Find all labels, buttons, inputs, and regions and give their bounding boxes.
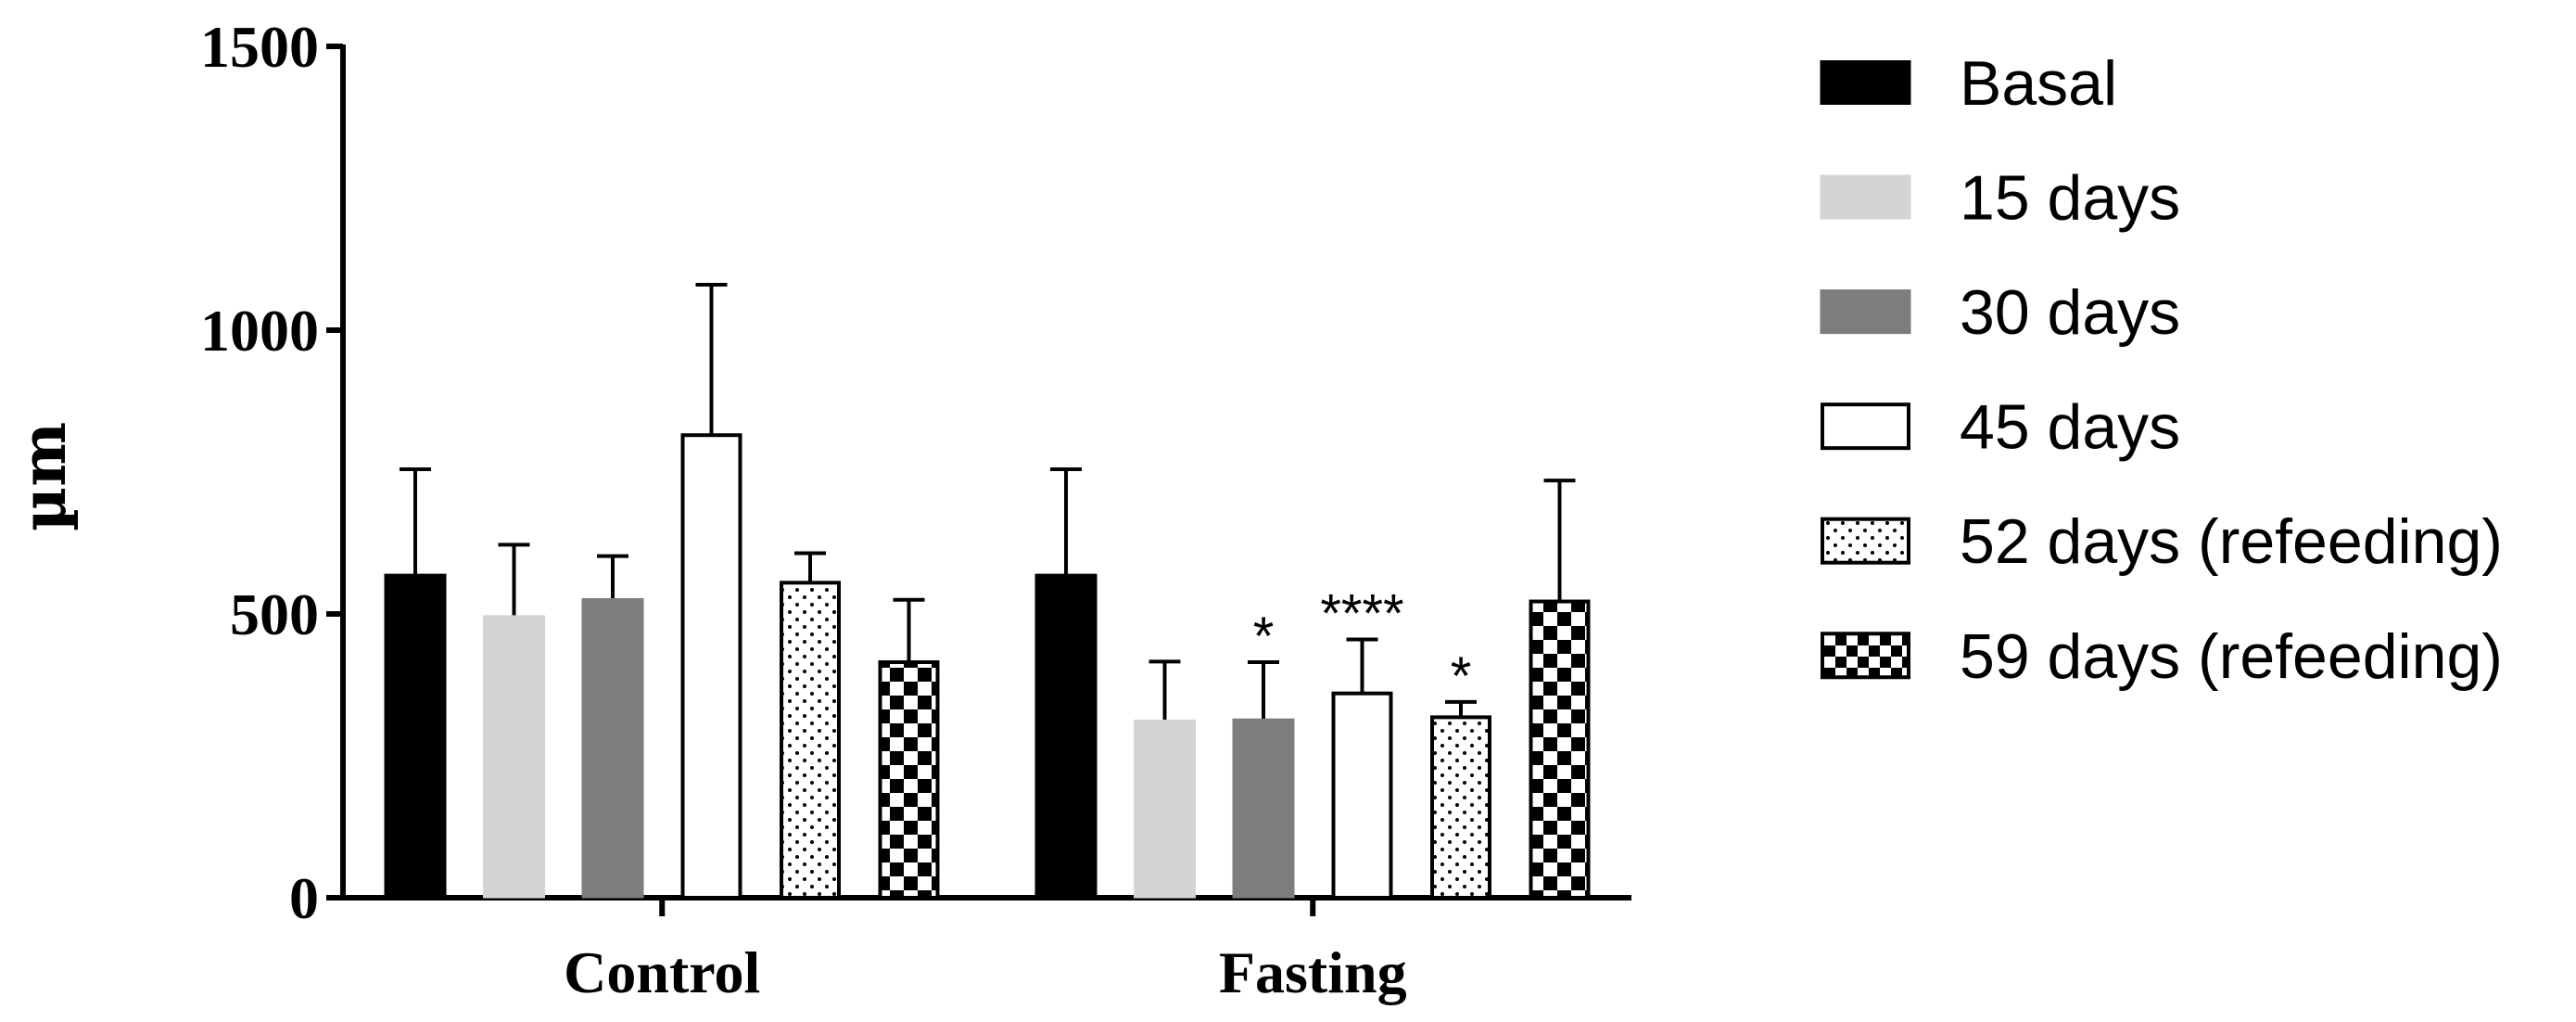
- legend-swatch: [1821, 402, 1910, 451]
- y-tick-label: 0: [289, 865, 319, 931]
- bar: [1134, 719, 1196, 899]
- legend-label: 30 days: [1960, 277, 2180, 348]
- legend-swatch: [1820, 289, 1911, 335]
- bar: [581, 597, 644, 899]
- y-tick-label: 1000: [200, 298, 319, 364]
- legend-swatch: [1820, 174, 1911, 220]
- y-tick-label: 500: [230, 581, 319, 647]
- bar: [1232, 718, 1295, 899]
- bar: [1430, 715, 1491, 900]
- bar: [878, 660, 940, 901]
- bar: [780, 581, 841, 901]
- bar: [1331, 691, 1393, 900]
- bars: * *****: [384, 283, 1591, 901]
- legend-swatch: [1821, 632, 1910, 680]
- legend-label: 52 days (refeeding): [1960, 506, 2503, 577]
- y-tick-label: 1500: [200, 14, 319, 80]
- legend-label: 15 days: [1960, 163, 2180, 234]
- bar: [1034, 573, 1098, 899]
- legend-label: 45 days: [1960, 392, 2180, 463]
- significance-marker: *: [1451, 646, 1472, 707]
- legend-swatch: [1821, 517, 1910, 565]
- legend-swatch: [1820, 60, 1911, 105]
- axes: 0 500 1000 1500 Control Fasting: [200, 14, 1631, 1005]
- bar: [1529, 599, 1591, 900]
- legend-label: Basal: [1960, 48, 2117, 119]
- bar: [680, 433, 742, 900]
- legend-label: 59 days (refeeding): [1960, 621, 2503, 692]
- significance-marker: *: [1253, 607, 1275, 667]
- legend: Basal 15 days 30 days 45 days 52 days (refee…: [1820, 48, 2503, 692]
- category-label: Control: [564, 939, 760, 1005]
- bar: [384, 573, 447, 899]
- significance-marker: ****: [1320, 584, 1403, 645]
- bar: [483, 615, 545, 899]
- category-label: Fasting: [1219, 939, 1407, 1005]
- y-axis-title: µm: [7, 422, 80, 531]
